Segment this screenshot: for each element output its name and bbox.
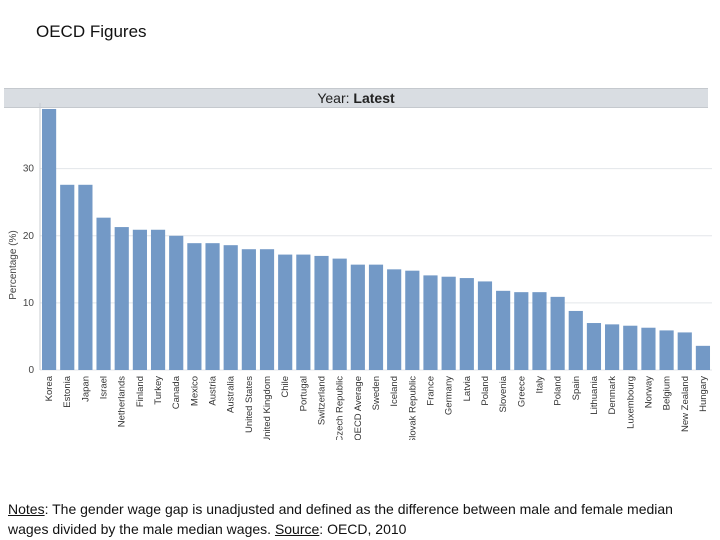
bar-poland xyxy=(550,296,565,370)
bar-switzerland xyxy=(314,255,329,370)
bar-lithuania xyxy=(586,323,602,370)
x-tick-label: Greece xyxy=(516,376,527,407)
x-tick-label: Switzerland xyxy=(317,376,328,425)
bar-sweden xyxy=(368,264,384,370)
x-tick-label: Chile xyxy=(280,376,291,398)
bar-france xyxy=(423,275,438,370)
bar-luxembourg xyxy=(623,325,638,370)
bar-japan xyxy=(78,184,93,370)
y-tick-label: 20 xyxy=(23,231,35,242)
bar-italy xyxy=(532,292,547,370)
x-tick-label: Lithuania xyxy=(589,375,600,414)
y-axis-label: Percentage (%) xyxy=(8,230,19,299)
x-tick-label: Latvia xyxy=(462,375,473,401)
bar-latvia xyxy=(459,278,474,370)
bar-greece xyxy=(514,292,529,370)
bar-belgium xyxy=(659,330,674,370)
x-tick-label: Turkey xyxy=(153,376,164,405)
chart-area: Year: Latest 0 10 20 30 Korea Estonia Japan Is… xyxy=(0,80,720,440)
x-tick-label: United Kingdom xyxy=(262,376,273,440)
bar-iceland xyxy=(387,269,402,370)
bar-finland xyxy=(132,229,147,370)
x-tick-label: Australia xyxy=(226,375,237,413)
bar-slovenia xyxy=(496,290,511,370)
x-tick-label: Norway xyxy=(643,376,654,408)
bar-czech-republic xyxy=(332,258,347,370)
y-tick-label: 30 xyxy=(23,164,35,175)
x-tick-label: Slovenia xyxy=(498,375,509,412)
bar-norway xyxy=(641,327,656,370)
bar-oecd-average xyxy=(350,264,365,370)
bar-denmark xyxy=(605,324,620,370)
year-value: Latest xyxy=(353,90,395,106)
bar-turkey xyxy=(150,229,166,370)
bar-united-kingdom xyxy=(259,249,275,370)
notes-label: Notes xyxy=(8,501,45,517)
source-text: : OECD, 2010 xyxy=(319,521,407,537)
bar-new-zealand xyxy=(677,332,692,370)
bar-chart: 0 10 20 30 Korea Estonia Japan Israel Netherlan… xyxy=(8,103,712,440)
bar-slovak-republic xyxy=(405,270,420,370)
y-tick-label: 0 xyxy=(28,365,34,376)
bar-germany xyxy=(441,276,456,370)
x-tick-label: Poland xyxy=(480,376,491,406)
x-tick-label: Belgium xyxy=(662,376,673,410)
bar-australia xyxy=(223,245,238,370)
y-axis: 0 10 20 30 xyxy=(23,103,41,376)
x-tick-label: New Zealand xyxy=(680,376,691,432)
x-tick-label: OECD Average xyxy=(353,376,364,440)
bar-spain xyxy=(568,310,583,370)
bar-hungary xyxy=(695,345,711,370)
year-filter-bar: Year: Latest xyxy=(4,88,708,108)
x-tick-label: United States xyxy=(244,376,255,433)
notes-footer: Notes: The gender wage gap is unadjusted… xyxy=(8,499,714,539)
x-tick-label: Czech Republic xyxy=(335,376,346,440)
x-tick-label: Poland xyxy=(553,376,564,406)
source-label: Source xyxy=(274,521,320,537)
bar-united-states xyxy=(241,249,256,370)
x-tick-label: Denmark xyxy=(607,376,618,415)
bar-korea xyxy=(42,108,57,371)
x-tick-label: Italy xyxy=(534,376,545,394)
x-tick-label: Spain xyxy=(571,376,582,400)
x-tick-label: Netherlands xyxy=(117,376,128,427)
x-tick-label: Finland xyxy=(135,376,146,407)
bars xyxy=(42,108,711,371)
bar-poland xyxy=(477,281,493,370)
bar-austria xyxy=(205,243,220,370)
x-tick-label: Iceland xyxy=(389,376,400,407)
notes-text: : The gender wage gap is unadjusted and … xyxy=(8,501,673,537)
x-tick-label: Germany xyxy=(444,376,455,415)
bar-canada xyxy=(169,235,184,370)
bar-israel xyxy=(96,217,111,370)
x-tick-label: Luxembourg xyxy=(625,376,636,429)
x-tick-label: France xyxy=(425,376,436,406)
bar-estonia xyxy=(60,184,75,370)
x-tick-label: Portugal xyxy=(298,376,309,411)
year-label: Year: xyxy=(317,90,350,106)
bar-netherlands xyxy=(114,227,129,370)
x-tick-label: Mexico xyxy=(189,376,200,406)
x-tick-label: Slovak Republic xyxy=(407,376,418,440)
x-tick-label: Sweden xyxy=(371,376,382,410)
bar-portugal xyxy=(296,254,311,370)
slide-title: OECD Figures xyxy=(36,22,147,41)
x-tick-label: Korea xyxy=(44,375,55,401)
x-tick-label: Hungary xyxy=(698,376,709,412)
x-tick-label: Austria xyxy=(208,375,219,405)
x-tick-label: Estonia xyxy=(62,375,73,407)
x-axis-labels: Korea Estonia Japan Israel Netherlands Finlan… xyxy=(44,375,709,440)
x-tick-label: Canada xyxy=(171,375,182,409)
bar-mexico xyxy=(187,243,202,370)
y-tick-label: 10 xyxy=(23,298,35,309)
x-tick-label: Israel xyxy=(99,376,110,399)
bar-chile xyxy=(278,254,293,370)
x-tick-label: Japan xyxy=(80,376,91,402)
